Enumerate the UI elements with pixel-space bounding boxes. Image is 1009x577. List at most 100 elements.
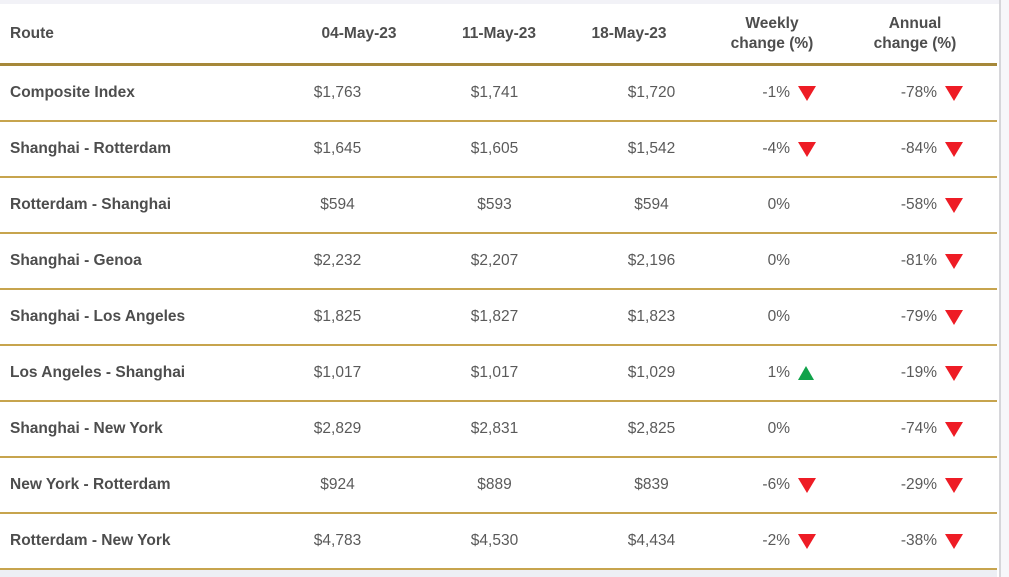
rate-cell: $889 bbox=[477, 476, 512, 493]
rate-cell: $594 bbox=[320, 196, 355, 213]
weekly-change-value: 0% bbox=[767, 196, 790, 213]
col-header-date-2: 11-May-23 bbox=[461, 24, 537, 42]
rate-cell: $1,763 bbox=[313, 84, 362, 101]
weekly-change-cell: 1% bbox=[730, 346, 860, 400]
route-cell: Composite Index bbox=[10, 84, 135, 101]
down-arrow-icon bbox=[945, 477, 963, 493]
down-arrow-icon bbox=[945, 141, 963, 157]
weekly-change-cell: 0% bbox=[730, 290, 860, 344]
annual-change-cell: -74% bbox=[860, 402, 997, 456]
change-arrow-slot bbox=[798, 178, 820, 232]
down-arrow-icon bbox=[798, 533, 816, 549]
change-arrow-slot bbox=[798, 234, 820, 288]
col-header-date-1: 04-May-23 bbox=[321, 24, 397, 42]
weekly-change-cell: 0% bbox=[730, 178, 860, 232]
top-edge-strip bbox=[0, 0, 1009, 4]
up-arrow-icon bbox=[798, 366, 814, 380]
annual-change-value: -78% bbox=[900, 84, 937, 101]
down-arrow-icon bbox=[945, 85, 963, 101]
table-row: Rotterdam - Shanghai $594 $593 $594 0% -… bbox=[0, 178, 997, 234]
down-arrow-icon bbox=[945, 421, 963, 437]
right-edge-divider bbox=[999, 0, 1009, 577]
rate-cell: $2,829 bbox=[313, 420, 362, 437]
header-row: Route 04-May-23 11-May-23 18-May-23 Week… bbox=[0, 4, 997, 66]
rate-cell: $4,783 bbox=[313, 532, 362, 549]
weekly-header-line2: change (%) bbox=[730, 34, 814, 52]
change-arrow-slot bbox=[798, 458, 820, 512]
weekly-header-line1: Weekly bbox=[745, 14, 799, 32]
weekly-change-value: 0% bbox=[767, 252, 790, 269]
annual-header-line1: Annual bbox=[888, 14, 942, 32]
annual-change-value: -29% bbox=[900, 476, 937, 493]
table-row: Shanghai - Genoa $2,232 $2,207 $2,196 0%… bbox=[0, 234, 997, 290]
weekly-change-cell: 0% bbox=[730, 402, 860, 456]
change-arrow-slot bbox=[798, 514, 820, 568]
annual-change-value: -58% bbox=[900, 196, 937, 213]
annual-change-value: -84% bbox=[900, 140, 937, 157]
change-arrow-slot bbox=[945, 234, 967, 288]
route-cell: New York - Rotterdam bbox=[10, 476, 171, 493]
annual-change-cell: -84% bbox=[860, 122, 997, 176]
weekly-change-value: 0% bbox=[767, 308, 790, 325]
down-arrow-icon bbox=[798, 85, 816, 101]
change-arrow-slot bbox=[945, 178, 967, 232]
weekly-change-value: -1% bbox=[762, 84, 790, 101]
route-cell: Shanghai - Rotterdam bbox=[10, 140, 172, 157]
down-arrow-icon bbox=[945, 533, 963, 549]
weekly-change-value: -6% bbox=[762, 476, 790, 493]
route-cell: Los Angeles - Shanghai bbox=[10, 364, 186, 381]
freight-rates-table: Route 04-May-23 11-May-23 18-May-23 Week… bbox=[0, 4, 997, 570]
change-arrow-slot bbox=[945, 514, 967, 568]
annual-change-cell: -78% bbox=[860, 66, 997, 120]
change-arrow-slot bbox=[798, 402, 820, 456]
rate-cell: $593 bbox=[477, 196, 512, 213]
table-row: New York - Rotterdam $924 $889 $839 -6% … bbox=[0, 458, 997, 514]
weekly-change-value: -2% bbox=[762, 532, 790, 549]
col-header-weekly-change: Weekly change (%) bbox=[730, 4, 860, 63]
col-header-date-3: 18-May-23 bbox=[591, 24, 667, 42]
weekly-change-value: -4% bbox=[762, 140, 790, 157]
rate-cell: $2,831 bbox=[470, 420, 519, 437]
rate-cell: $1,645 bbox=[313, 140, 362, 157]
down-arrow-icon bbox=[945, 253, 963, 269]
rate-cell: $1,823 bbox=[627, 308, 676, 325]
annual-change-cell: -38% bbox=[860, 514, 997, 568]
rate-cell: $1,017 bbox=[313, 364, 362, 381]
col-header-route: Route bbox=[10, 24, 54, 42]
route-cell: Shanghai - New York bbox=[10, 420, 163, 437]
table-row: Rotterdam - New York $4,783 $4,530 $4,43… bbox=[0, 514, 997, 570]
route-cell: Shanghai - Genoa bbox=[10, 252, 142, 269]
annual-change-value: -38% bbox=[900, 532, 937, 549]
table-row: Shanghai - New York $2,829 $2,831 $2,825… bbox=[0, 402, 997, 458]
weekly-change-cell: -4% bbox=[730, 122, 860, 176]
rate-cell: $1,029 bbox=[627, 364, 676, 381]
table-row: Composite Index $1,763 $1,741 $1,720 -1%… bbox=[0, 66, 997, 122]
weekly-change-cell: -2% bbox=[730, 514, 860, 568]
rate-cell: $4,530 bbox=[470, 532, 519, 549]
route-cell: Rotterdam - New York bbox=[10, 532, 171, 549]
rate-cell: $2,232 bbox=[313, 252, 362, 269]
annual-change-value: -81% bbox=[900, 252, 937, 269]
change-arrow-slot bbox=[798, 346, 820, 400]
annual-change-cell: -29% bbox=[860, 458, 997, 512]
change-arrow-slot bbox=[798, 66, 820, 120]
rate-cell: $924 bbox=[320, 476, 355, 493]
rate-cell: $1,542 bbox=[627, 140, 676, 157]
down-arrow-icon bbox=[945, 365, 963, 381]
annual-change-cell: -58% bbox=[860, 178, 997, 232]
weekly-change-cell: -6% bbox=[730, 458, 860, 512]
down-arrow-icon bbox=[798, 477, 816, 493]
rate-cell: $594 bbox=[634, 196, 669, 213]
table-row: Los Angeles - Shanghai $1,017 $1,017 $1,… bbox=[0, 346, 997, 402]
down-arrow-icon bbox=[945, 309, 963, 325]
annual-change-value: -79% bbox=[900, 308, 937, 325]
down-arrow-icon bbox=[945, 197, 963, 213]
col-header-annual-change: Annual change (%) bbox=[860, 4, 997, 63]
rate-cell: $2,207 bbox=[470, 252, 519, 269]
change-arrow-slot bbox=[798, 122, 820, 176]
annual-change-cell: -19% bbox=[860, 346, 997, 400]
weekly-change-cell: -1% bbox=[730, 66, 860, 120]
bottom-edge-strip bbox=[0, 570, 997, 577]
change-arrow-slot bbox=[945, 66, 967, 120]
